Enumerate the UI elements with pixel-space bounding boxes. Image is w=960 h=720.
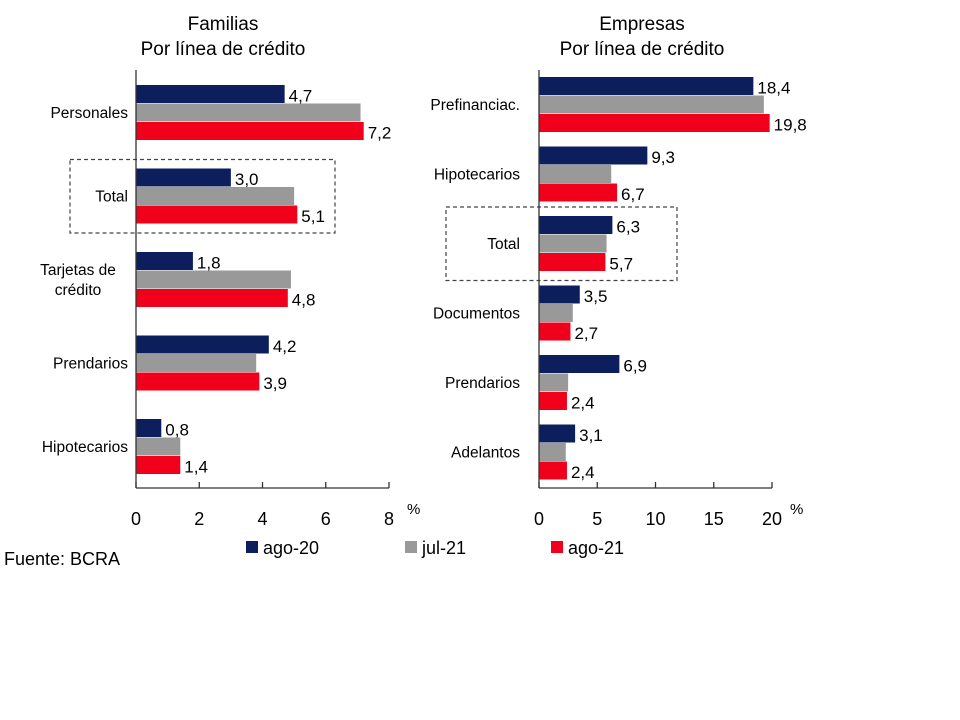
data-label-ago-21: 2,7 [574,324,598,343]
data-label-ago-20: 1,8 [197,254,221,273]
bar-ago-20 [136,85,285,103]
bar-ago-21 [539,183,618,202]
x-axis-unit: % [407,501,420,518]
legend-swatch-jul-21 [405,541,417,553]
bar-ago-21 [136,205,298,224]
legend-label-ago-21: ago-21 [568,538,624,558]
legend: ago-20 jul-21 ago-21 [246,538,624,558]
bar-jul-21 [136,354,257,372]
bar-ago-21 [539,253,606,271]
data-label-ago-20: 18,4 [757,79,790,98]
empresas-subtitle: Por línea de crédito [560,39,725,60]
data-label-ago-21: 1,4 [184,458,208,477]
bar-jul-21 [136,103,361,122]
bar-jul-21 [136,187,295,205]
data-label-ago-21: 5,1 [301,207,325,226]
data-label-ago-21: 7,2 [368,124,392,143]
data-label-ago-20: 3,1 [579,426,603,445]
x-tick-label: 4 [257,509,267,529]
bar-jul-21 [539,304,573,322]
legend-item-jul-21[interactable]: jul-21 [405,538,466,558]
legend-item-ago-20[interactable]: ago-20 [246,538,319,558]
bar-ago-21 [539,322,571,341]
data-label-ago-21: 4,8 [292,291,316,310]
bar-ago-20 [539,77,754,95]
legend-label-jul-21: jul-21 [421,538,466,558]
legend-swatch-ago-21 [551,541,563,553]
x-tick-label: 2 [194,509,204,529]
bar-jul-21 [136,270,291,289]
legend-item-ago-21[interactable]: ago-21 [551,538,624,558]
bar-ago-21 [136,372,260,391]
data-label-ago-20: 4,2 [273,337,297,356]
category-label: Total [487,236,520,253]
data-label-ago-21: 3,9 [263,374,287,393]
category-label: Documentos [433,305,520,322]
category-label: crédito [55,282,102,299]
bar-jul-21 [539,165,612,183]
data-label-ago-21: 2,4 [571,463,595,482]
x-tick-label: 15 [704,509,724,529]
bar-ago-20 [136,335,269,354]
bar-ago-21 [136,456,181,474]
data-label-ago-20: 6,3 [616,218,640,237]
category-label: Adelantos [451,444,520,461]
x-tick-label: 6 [321,509,331,529]
data-label-ago-20: 4,7 [289,87,313,106]
empresas-title: Empresas [599,14,685,35]
bar-ago-20 [539,355,620,373]
empresas-panel: Empresas Por línea de crédito Prefinanci… [430,14,806,529]
x-tick-label: 8 [384,509,394,529]
legend-label-ago-20: ago-20 [263,538,319,558]
highlight-box-total [445,206,678,282]
familias-title: Familias [188,14,259,35]
bar-ago-20 [539,146,648,165]
category-label: Prendarios [53,355,128,372]
x-tick-label: 20 [762,509,782,529]
data-label-ago-21: 19,8 [774,116,807,135]
x-tick-label: 5 [592,509,602,529]
bar-jul-21 [539,373,569,392]
data-label-ago-20: 9,3 [651,148,675,167]
data-label-ago-20: 3,5 [584,287,608,306]
familias-panel: Familias Por línea de crédito Personales… [40,14,420,529]
bar-ago-20 [539,216,613,234]
category-label: Prefinanciac. [430,97,520,114]
legend-swatch-ago-20 [246,541,258,553]
data-label-ago-20: 0,8 [165,421,189,440]
bar-jul-21 [539,95,764,114]
bar-ago-21 [539,461,567,480]
bar-ago-20 [136,252,193,270]
bar-jul-21 [136,437,181,456]
bar-jul-21 [539,234,607,253]
bar-ago-20 [539,285,580,304]
highlight-box-total [69,158,336,234]
data-label-ago-20: 3,0 [235,170,259,189]
category-label: Hipotecarios [434,166,520,183]
data-label-ago-21: 2,4 [571,394,595,413]
bar-ago-21 [136,122,364,140]
category-label: Tarjetas de [40,262,116,279]
category-label: Personales [50,105,128,122]
x-tick-label: 0 [131,509,141,529]
source-note: Fuente: BCRA [4,549,120,569]
bar-ago-20 [136,168,231,187]
bar-ago-21 [539,392,567,410]
data-label-ago-21: 5,7 [609,255,633,274]
x-axis-unit: % [790,501,803,518]
category-label: Prendarios [445,375,520,392]
data-label-ago-21: 6,7 [621,185,645,204]
x-tick-label: 0 [534,509,544,529]
bar-ago-20 [539,424,576,443]
bar-ago-21 [136,289,288,307]
category-label: Total [95,188,128,205]
category-label: Hipotecarios [42,439,128,456]
bar-ago-20 [136,419,162,437]
bar-ago-21 [539,114,770,132]
x-tick-label: 10 [645,509,665,529]
familias-subtitle: Por línea de crédito [141,39,306,60]
data-label-ago-20: 6,9 [623,357,647,376]
bar-jul-21 [539,443,566,461]
